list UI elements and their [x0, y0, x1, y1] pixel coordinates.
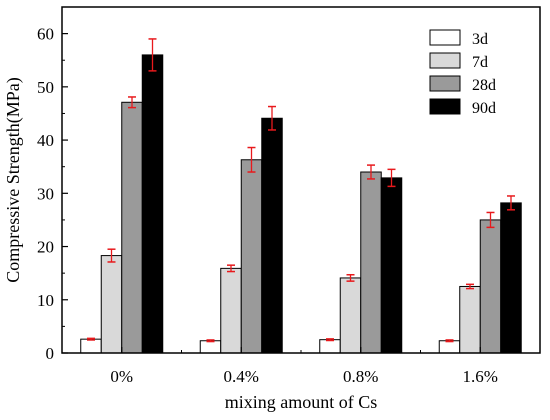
bar: [121, 101, 143, 354]
bar: [459, 285, 481, 354]
bar: [479, 219, 502, 354]
y-tick-label: 0: [46, 344, 55, 363]
legend-swatch: [429, 98, 461, 115]
x-axis-title: mixing amount of Cs: [225, 392, 378, 412]
bar: [199, 340, 222, 354]
error-bars-layer: [87, 38, 515, 343]
x-tick-label: 0.8%: [343, 367, 378, 386]
bar: [380, 177, 403, 354]
legend-swatch: [429, 52, 461, 69]
y-axis-title: Compressive Strength(MPa): [3, 77, 24, 282]
legend-swatch: [429, 75, 461, 92]
x-tick-label: 1.6%: [463, 367, 498, 386]
bar: [339, 277, 362, 354]
bars-layer: [80, 54, 522, 354]
legend-swatch: [429, 29, 461, 46]
x-tick-label: 0.4%: [224, 367, 259, 386]
legend: 3d 7d 28d 90d: [429, 29, 496, 117]
y-tick-label: 50: [37, 78, 54, 97]
bar: [261, 117, 283, 354]
y-tick-label: 60: [37, 25, 54, 44]
ticks-layer: 0 10 20 30 40 50 60 0% 0.4% 0.8% 1.6%: [37, 25, 498, 386]
y-tick-label: 40: [37, 131, 54, 150]
bar: [500, 202, 522, 354]
bar: [240, 159, 263, 354]
y-tick-label: 10: [37, 291, 54, 310]
legend-label: 3d: [472, 31, 488, 48]
legend-label: 90d: [472, 100, 496, 117]
bar: [319, 339, 341, 354]
y-tick-label: 30: [37, 184, 54, 203]
bar: [220, 267, 242, 354]
bar: [100, 255, 123, 354]
y-tick-label: 20: [37, 238, 54, 257]
bar: [360, 171, 382, 354]
legend-label: 7d: [472, 54, 488, 71]
bar: [141, 54, 164, 354]
bar: [438, 340, 461, 354]
x-tick-label: 0%: [110, 367, 133, 386]
legend-label: 28d: [472, 77, 496, 94]
bar: [80, 338, 102, 354]
